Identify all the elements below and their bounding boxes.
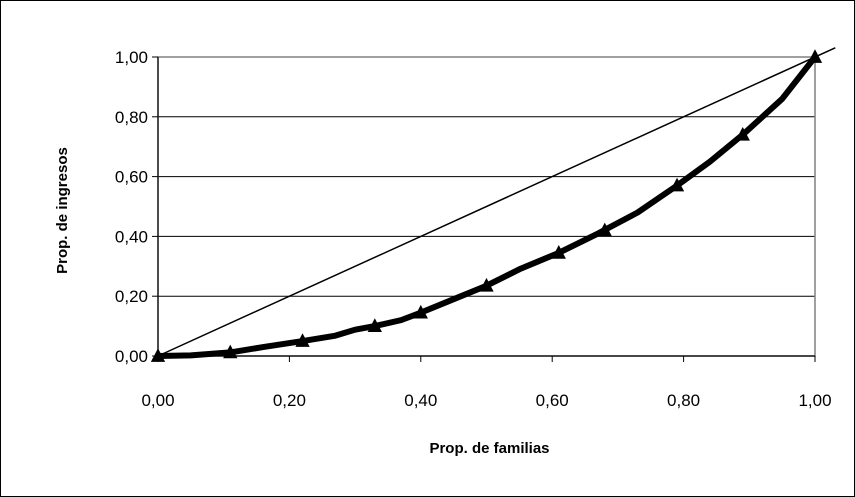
y-tick-label-3: 0,60	[115, 168, 148, 187]
x-tick-label-3: 0,60	[536, 391, 569, 410]
lorenz-marker-4	[413, 304, 428, 319]
lorenz-marker-1	[223, 344, 238, 359]
lorenz-marker-6	[551, 245, 566, 259]
equality-line	[157, 47, 836, 357]
y-tick-label-4: 0,80	[115, 108, 148, 127]
series-group	[150, 47, 836, 362]
y-tick-label-5: 1,00	[115, 48, 148, 67]
x-tick-label-0: 0,00	[141, 391, 174, 410]
lorenz-marker-7	[597, 222, 612, 237]
lorenz-marker-8	[669, 177, 685, 192]
x-tick-label-5: 1,00	[798, 391, 831, 410]
y-tick-label-2: 0,40	[115, 227, 148, 246]
lorenz-marker-0	[150, 348, 166, 362]
lorenz-marker-10	[807, 49, 823, 63]
y-tick-labels: 0,00 0,20 0,40 0,60 0,80 1,00	[115, 48, 148, 366]
lorenz-marker-3	[367, 318, 382, 332]
lorenz-marker-9	[735, 126, 750, 141]
x-axis-title: Prop. de familias	[429, 440, 549, 457]
x-tick-labels: 0,00 0,20 0,40 0,60 0,80 1,00	[141, 391, 831, 410]
y-tick-label-1: 0,20	[115, 287, 148, 306]
axes	[152, 56, 816, 362]
x-tick-label-1: 0,20	[273, 391, 306, 410]
gridlines	[158, 56, 815, 297]
x-tick-label-4: 0,80	[667, 391, 700, 410]
lorenz-marker-5	[479, 277, 494, 292]
x-tick-label-2: 0,40	[404, 391, 437, 410]
y-tick-label-0: 0,00	[115, 347, 148, 366]
lorenz-curve-line	[155, 54, 818, 359]
lorenz-marker-2	[295, 333, 310, 347]
y-axis-title: Prop. de ingresos	[54, 147, 71, 274]
